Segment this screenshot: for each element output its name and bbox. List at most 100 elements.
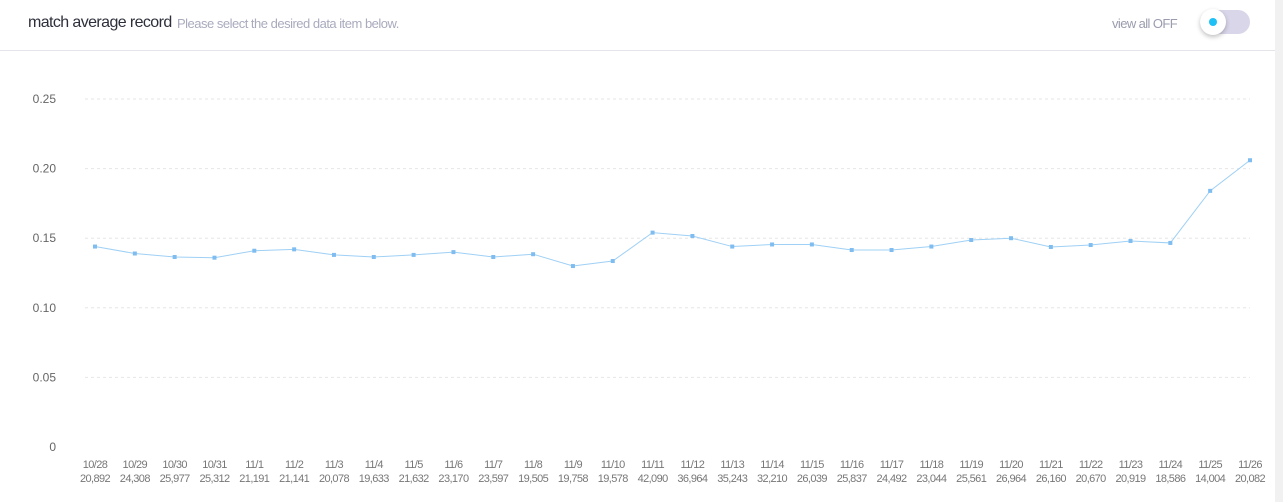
data-point — [491, 254, 496, 259]
x-tick-date: 11/13 — [720, 459, 744, 471]
view-all-toggle[interactable] — [1200, 9, 1250, 35]
x-tick-date: 11/4 — [365, 459, 384, 471]
data-point — [93, 244, 97, 249]
data-point — [730, 244, 735, 249]
x-tick-date: 11/20 — [999, 459, 1023, 471]
x-tick-count: 19,578 — [598, 473, 629, 485]
data-point — [292, 247, 297, 252]
x-tick-count: 24,308 — [120, 473, 151, 485]
data-point — [849, 248, 854, 253]
x-tick-date: 11/15 — [800, 459, 824, 471]
x-tick-count: 25,561 — [956, 473, 987, 485]
x-tick-date: 11/17 — [880, 459, 904, 471]
y-tick-label: 0.10 — [33, 301, 57, 315]
x-tick-count: 20,082 — [1235, 473, 1266, 485]
x-tick-date: 11/24 — [1158, 459, 1182, 471]
data-point — [451, 250, 456, 255]
x-tick-count: 32,210 — [757, 473, 788, 485]
data-point — [411, 252, 416, 257]
data-point — [570, 264, 575, 269]
x-tick-date: 11/11 — [641, 459, 664, 471]
toggle-dot-icon — [1209, 18, 1217, 26]
series-line — [94, 159, 1251, 267]
x-tick-date: 11/7 — [484, 459, 503, 471]
data-point — [252, 248, 257, 253]
data-point — [172, 254, 177, 259]
x-tick-count: 20,919 — [1115, 473, 1146, 485]
y-tick-label: 0.25 — [33, 92, 57, 106]
x-tick-count: 26,160 — [1036, 473, 1067, 485]
x-tick-count: 20,078 — [319, 473, 350, 485]
data-point — [371, 254, 376, 259]
x-tick-date: 11/14 — [760, 459, 784, 471]
data-point — [770, 242, 775, 247]
x-tick-date: 11/8 — [524, 459, 543, 471]
data-point — [1009, 236, 1014, 241]
x-tick-count: 23,170 — [438, 473, 469, 485]
data-point — [1048, 244, 1053, 249]
x-tick-count: 21,141 — [279, 473, 310, 485]
data-point — [969, 238, 974, 243]
data-point — [1168, 240, 1173, 245]
toggle-knob[interactable] — [1200, 9, 1226, 35]
x-tick-date: 10/30 — [162, 459, 187, 471]
x-tick-date: 11/9 — [564, 459, 583, 471]
data-point — [1248, 158, 1252, 163]
data-point — [1088, 243, 1093, 248]
x-tick-count: 19,505 — [518, 473, 549, 485]
data-point — [331, 252, 336, 257]
x-tick-date: 11/16 — [840, 459, 864, 471]
x-tick-date: 10/29 — [123, 459, 148, 471]
x-tick-date: 11/12 — [681, 459, 705, 471]
data-point — [1128, 238, 1133, 243]
x-tick-date: 11/3 — [325, 459, 344, 471]
x-tick-date: 11/22 — [1079, 459, 1103, 471]
x-tick-date: 11/19 — [959, 459, 983, 471]
x-tick-count: 25,977 — [160, 473, 191, 485]
x-tick-date: 10/28 — [83, 459, 108, 471]
x-tick-count: 24,492 — [877, 473, 908, 485]
chart-header: match average record Please select the d… — [0, 0, 1275, 51]
x-tick-count: 26,964 — [996, 473, 1027, 485]
chart-subtitle: Please select the desired data item belo… — [177, 16, 399, 31]
data-point — [1208, 188, 1213, 193]
x-tick-count: 25,837 — [837, 473, 868, 485]
x-tick-count: 20,670 — [1076, 473, 1107, 485]
y-tick-label: 0.15 — [33, 231, 57, 245]
x-tick-date: 11/23 — [1119, 459, 1143, 471]
x-tick-count: 19,758 — [558, 473, 589, 485]
x-tick-count: 14,004 — [1195, 473, 1226, 485]
data-point — [132, 251, 137, 256]
chart-title: match average record — [28, 14, 172, 31]
data-point — [212, 255, 217, 260]
x-tick-count: 36,964 — [677, 473, 708, 485]
x-tick-count: 19,633 — [359, 473, 390, 485]
data-point — [650, 230, 655, 235]
x-tick-count: 42,090 — [638, 473, 669, 485]
x-tick-date: 11/1 — [245, 459, 264, 471]
x-tick-count: 23,044 — [916, 473, 947, 485]
x-tick-date: 11/18 — [920, 459, 944, 471]
x-tick-date: 11/2 — [285, 459, 304, 471]
x-tick-date: 11/21 — [1039, 459, 1063, 471]
data-point — [531, 252, 536, 257]
x-tick-date: 11/6 — [444, 459, 463, 471]
x-tick-count: 23,597 — [478, 473, 509, 485]
view-all-label: view all OFF — [1112, 16, 1178, 31]
x-tick-date: 11/25 — [1198, 459, 1222, 471]
y-tick-label: 0.05 — [33, 370, 57, 384]
data-point — [809, 242, 814, 247]
x-tick-date: 11/10 — [601, 459, 625, 471]
x-tick-count: 18,586 — [1155, 473, 1186, 485]
x-tick-count: 26,039 — [797, 473, 828, 485]
x-tick-count: 35,243 — [717, 473, 748, 485]
scrollbar[interactable] — [1275, 0, 1283, 502]
x-tick-date: 11/5 — [405, 459, 424, 471]
data-point — [889, 248, 894, 253]
x-tick-date: 11/26 — [1238, 459, 1262, 471]
y-tick-label: 0 — [49, 440, 56, 454]
data-point — [929, 244, 934, 249]
data-point — [610, 259, 615, 264]
data-point — [690, 233, 695, 238]
